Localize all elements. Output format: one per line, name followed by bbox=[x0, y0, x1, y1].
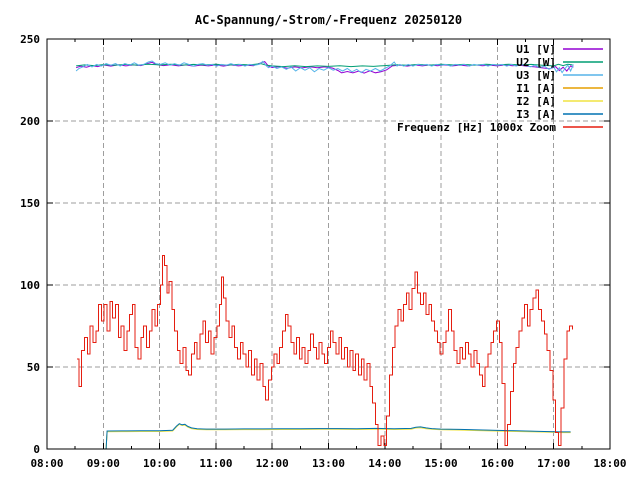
y-tick-label: 50 bbox=[27, 361, 40, 374]
y-tick-label: 100 bbox=[20, 279, 40, 292]
chart-title: AC-Spannung/-Strom/-Frequenz 20250120 bbox=[194, 13, 463, 27]
legend-label-i1: I1 [A] bbox=[516, 82, 556, 95]
x-tick-label: 18:00 bbox=[593, 457, 626, 470]
series-line-u3 bbox=[75, 60, 574, 74]
series-line-i3 bbox=[105, 423, 571, 450]
series-line-u1 bbox=[75, 61, 574, 74]
plot-frame bbox=[46, 38, 611, 450]
y-tick-label: 200 bbox=[20, 115, 40, 128]
series-line-u2 bbox=[76, 63, 573, 68]
series-line-i2 bbox=[105, 423, 571, 450]
legend-label-i3: I3 [A] bbox=[516, 108, 556, 121]
y-tick-label: 0 bbox=[33, 443, 40, 456]
y-tick-label: 250 bbox=[20, 33, 40, 46]
x-tick-label: 15:00 bbox=[425, 457, 458, 470]
legend-label-u3: U3 [W] bbox=[516, 69, 556, 82]
x-tick-label: 09:00 bbox=[87, 457, 120, 470]
x-tick-label: 11:00 bbox=[199, 457, 232, 470]
x-tick-label: 14:00 bbox=[368, 457, 401, 470]
legend-label-freq: Frequenz [Hz] 1000x Zoom bbox=[397, 121, 556, 134]
x-tick-label: 16:00 bbox=[481, 457, 514, 470]
x-tick-label: 10:00 bbox=[143, 457, 176, 470]
legend-label-u1: U1 [V] bbox=[516, 43, 556, 56]
x-tick-label: 17:00 bbox=[537, 457, 570, 470]
x-tick-label: 13:00 bbox=[312, 457, 345, 470]
y-tick-label: 150 bbox=[20, 197, 40, 210]
x-tick-label: 08:00 bbox=[30, 457, 63, 470]
series-line-freq bbox=[77, 255, 573, 447]
legend-label-i2: I2 [A] bbox=[516, 95, 556, 108]
x-tick-label: 12:00 bbox=[256, 457, 289, 470]
legend-label-u2: U2 [W] bbox=[516, 56, 556, 69]
